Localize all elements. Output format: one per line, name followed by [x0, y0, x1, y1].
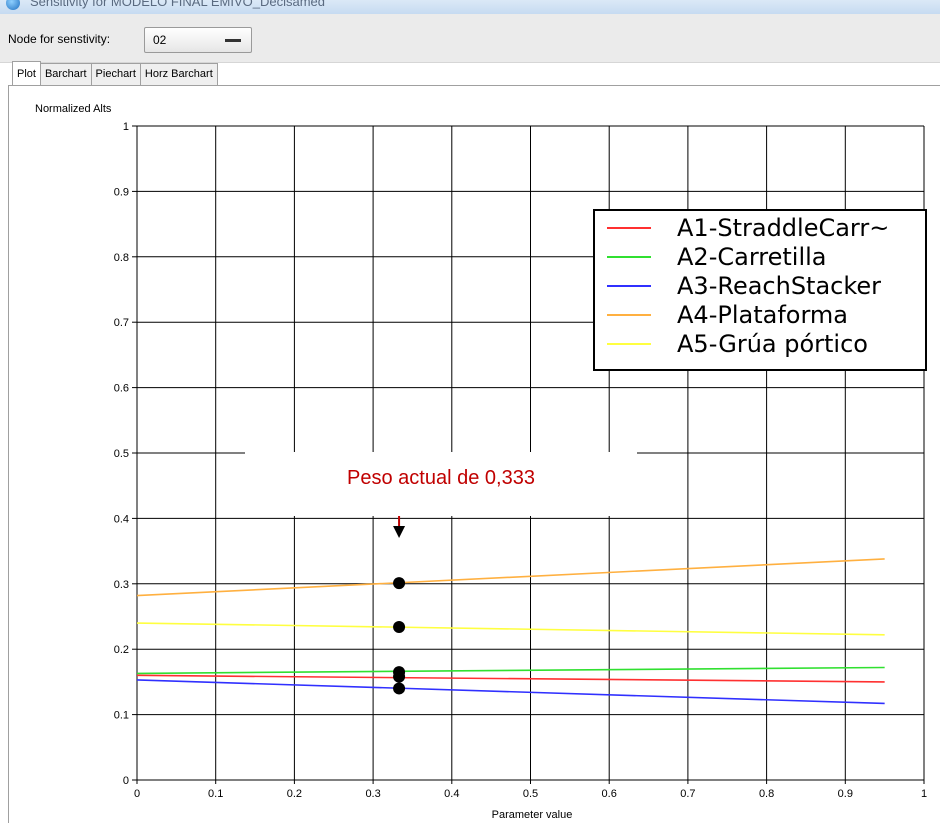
current-weight-annotation: Peso actual de 0,333 — [245, 452, 637, 516]
window-title: Sensitivity for MODELO FINAL EMIVO_Decis… — [30, 0, 325, 9]
legend-item-a4: A4-Plataforma — [595, 300, 925, 330]
x-tick-label-4: 0.4 — [444, 788, 459, 800]
series-line-a3 — [137, 680, 885, 704]
tab-plot[interactable]: Plot — [12, 61, 41, 85]
y-tick-label-7: 0.7 — [114, 317, 129, 329]
current-weight-text: Peso actual de 0,333 — [245, 467, 637, 490]
x-tick-label-3: 0.3 — [365, 788, 380, 800]
current-point-a4 — [393, 577, 405, 589]
x-axis-label: Parameter value — [492, 809, 573, 821]
tab-piechart[interactable]: Piechart — [91, 63, 141, 85]
annotation-arrow-head — [393, 526, 405, 538]
chart-legend: A1-StraddleCarr~ A2-Carretilla A3-ReachS… — [593, 209, 927, 371]
x-tick-label-6: 0.6 — [602, 788, 617, 800]
x-tick-label-8: 0.8 — [759, 788, 774, 800]
title-bar: Sensitivity for MODELO FINAL EMIVO_Decis… — [0, 0, 940, 14]
x-tick-label-9: 0.9 — [838, 788, 853, 800]
series-line-a5 — [137, 623, 885, 635]
tab-horz-barchart[interactable]: Horz Barchart — [140, 63, 218, 85]
x-tick-label-10: 1 — [921, 788, 927, 800]
x-tick-label-5: 0.5 — [523, 788, 538, 800]
y-tick-label-6: 0.6 — [114, 383, 129, 395]
series-line-a2 — [137, 668, 885, 674]
y-tick-label-4: 0.4 — [114, 513, 129, 525]
toolbar: Node for senstivity: 02 — [0, 14, 940, 63]
x-tick-label-0: 0 — [134, 788, 140, 800]
legend-swatch-a1 — [607, 227, 651, 229]
y-tick-label-5: 0.5 — [114, 448, 129, 460]
node-select[interactable]: 02 — [144, 27, 252, 53]
legend-item-a1: A1-StraddleCarr~ — [595, 213, 925, 243]
current-point-a2 — [393, 666, 405, 678]
x-tick-label-7: 0.7 — [680, 788, 695, 800]
x-tick-label-2: 0.2 — [287, 788, 302, 800]
y-tick-label-10: 1 — [123, 121, 129, 133]
legend-item-a5: A5-Grúa pórtico — [595, 329, 925, 359]
legend-label-a4: A4-Plataforma — [677, 300, 848, 330]
legend-label-a1: A1-StraddleCarr~ — [677, 213, 889, 243]
node-sensitivity-label: Node for senstivity: — [8, 32, 110, 46]
legend-swatch-a4 — [607, 314, 651, 316]
y-tick-label-1: 0.1 — [114, 710, 129, 722]
y-tick-label-9: 0.9 — [114, 186, 129, 198]
series-line-a1 — [137, 675, 885, 682]
legend-label-a2: A2-Carretilla — [677, 242, 826, 272]
tab-barchart[interactable]: Barchart — [40, 63, 92, 85]
legend-label-a5: A5-Grúa pórtico — [677, 329, 868, 359]
dropdown-icon — [225, 39, 241, 42]
x-tick-label-1: 0.1 — [208, 788, 223, 800]
app-icon — [6, 0, 20, 10]
current-point-a3 — [393, 682, 405, 694]
current-point-a5 — [393, 621, 405, 633]
legend-label-a3: A3-ReachStacker — [677, 271, 881, 301]
y-tick-label-0: 0 — [123, 775, 129, 787]
y-tick-label-2: 0.2 — [114, 644, 129, 656]
view-tabs: Plot Barchart Piechart Horz Barchart — [12, 63, 217, 85]
y-axis-label: Normalized Alts — [35, 103, 112, 115]
node-select-value: 02 — [153, 33, 166, 47]
y-tick-label-3: 0.3 — [114, 579, 129, 591]
legend-swatch-a3 — [607, 285, 651, 287]
y-tick-label-8: 0.8 — [114, 252, 129, 264]
legend-swatch-a2 — [607, 256, 651, 258]
legend-swatch-a5 — [607, 343, 651, 345]
legend-item-a2: A2-Carretilla — [595, 242, 925, 272]
series-line-a4 — [137, 559, 885, 596]
legend-item-a3: A3-ReachStacker — [595, 271, 925, 301]
plot-panel: 0 0.1 0.2 0.3 0.4 0.5 0.6 0.7 0.8 0.9 1 0 0.1 0.2 0.3 0… — [8, 85, 940, 823]
